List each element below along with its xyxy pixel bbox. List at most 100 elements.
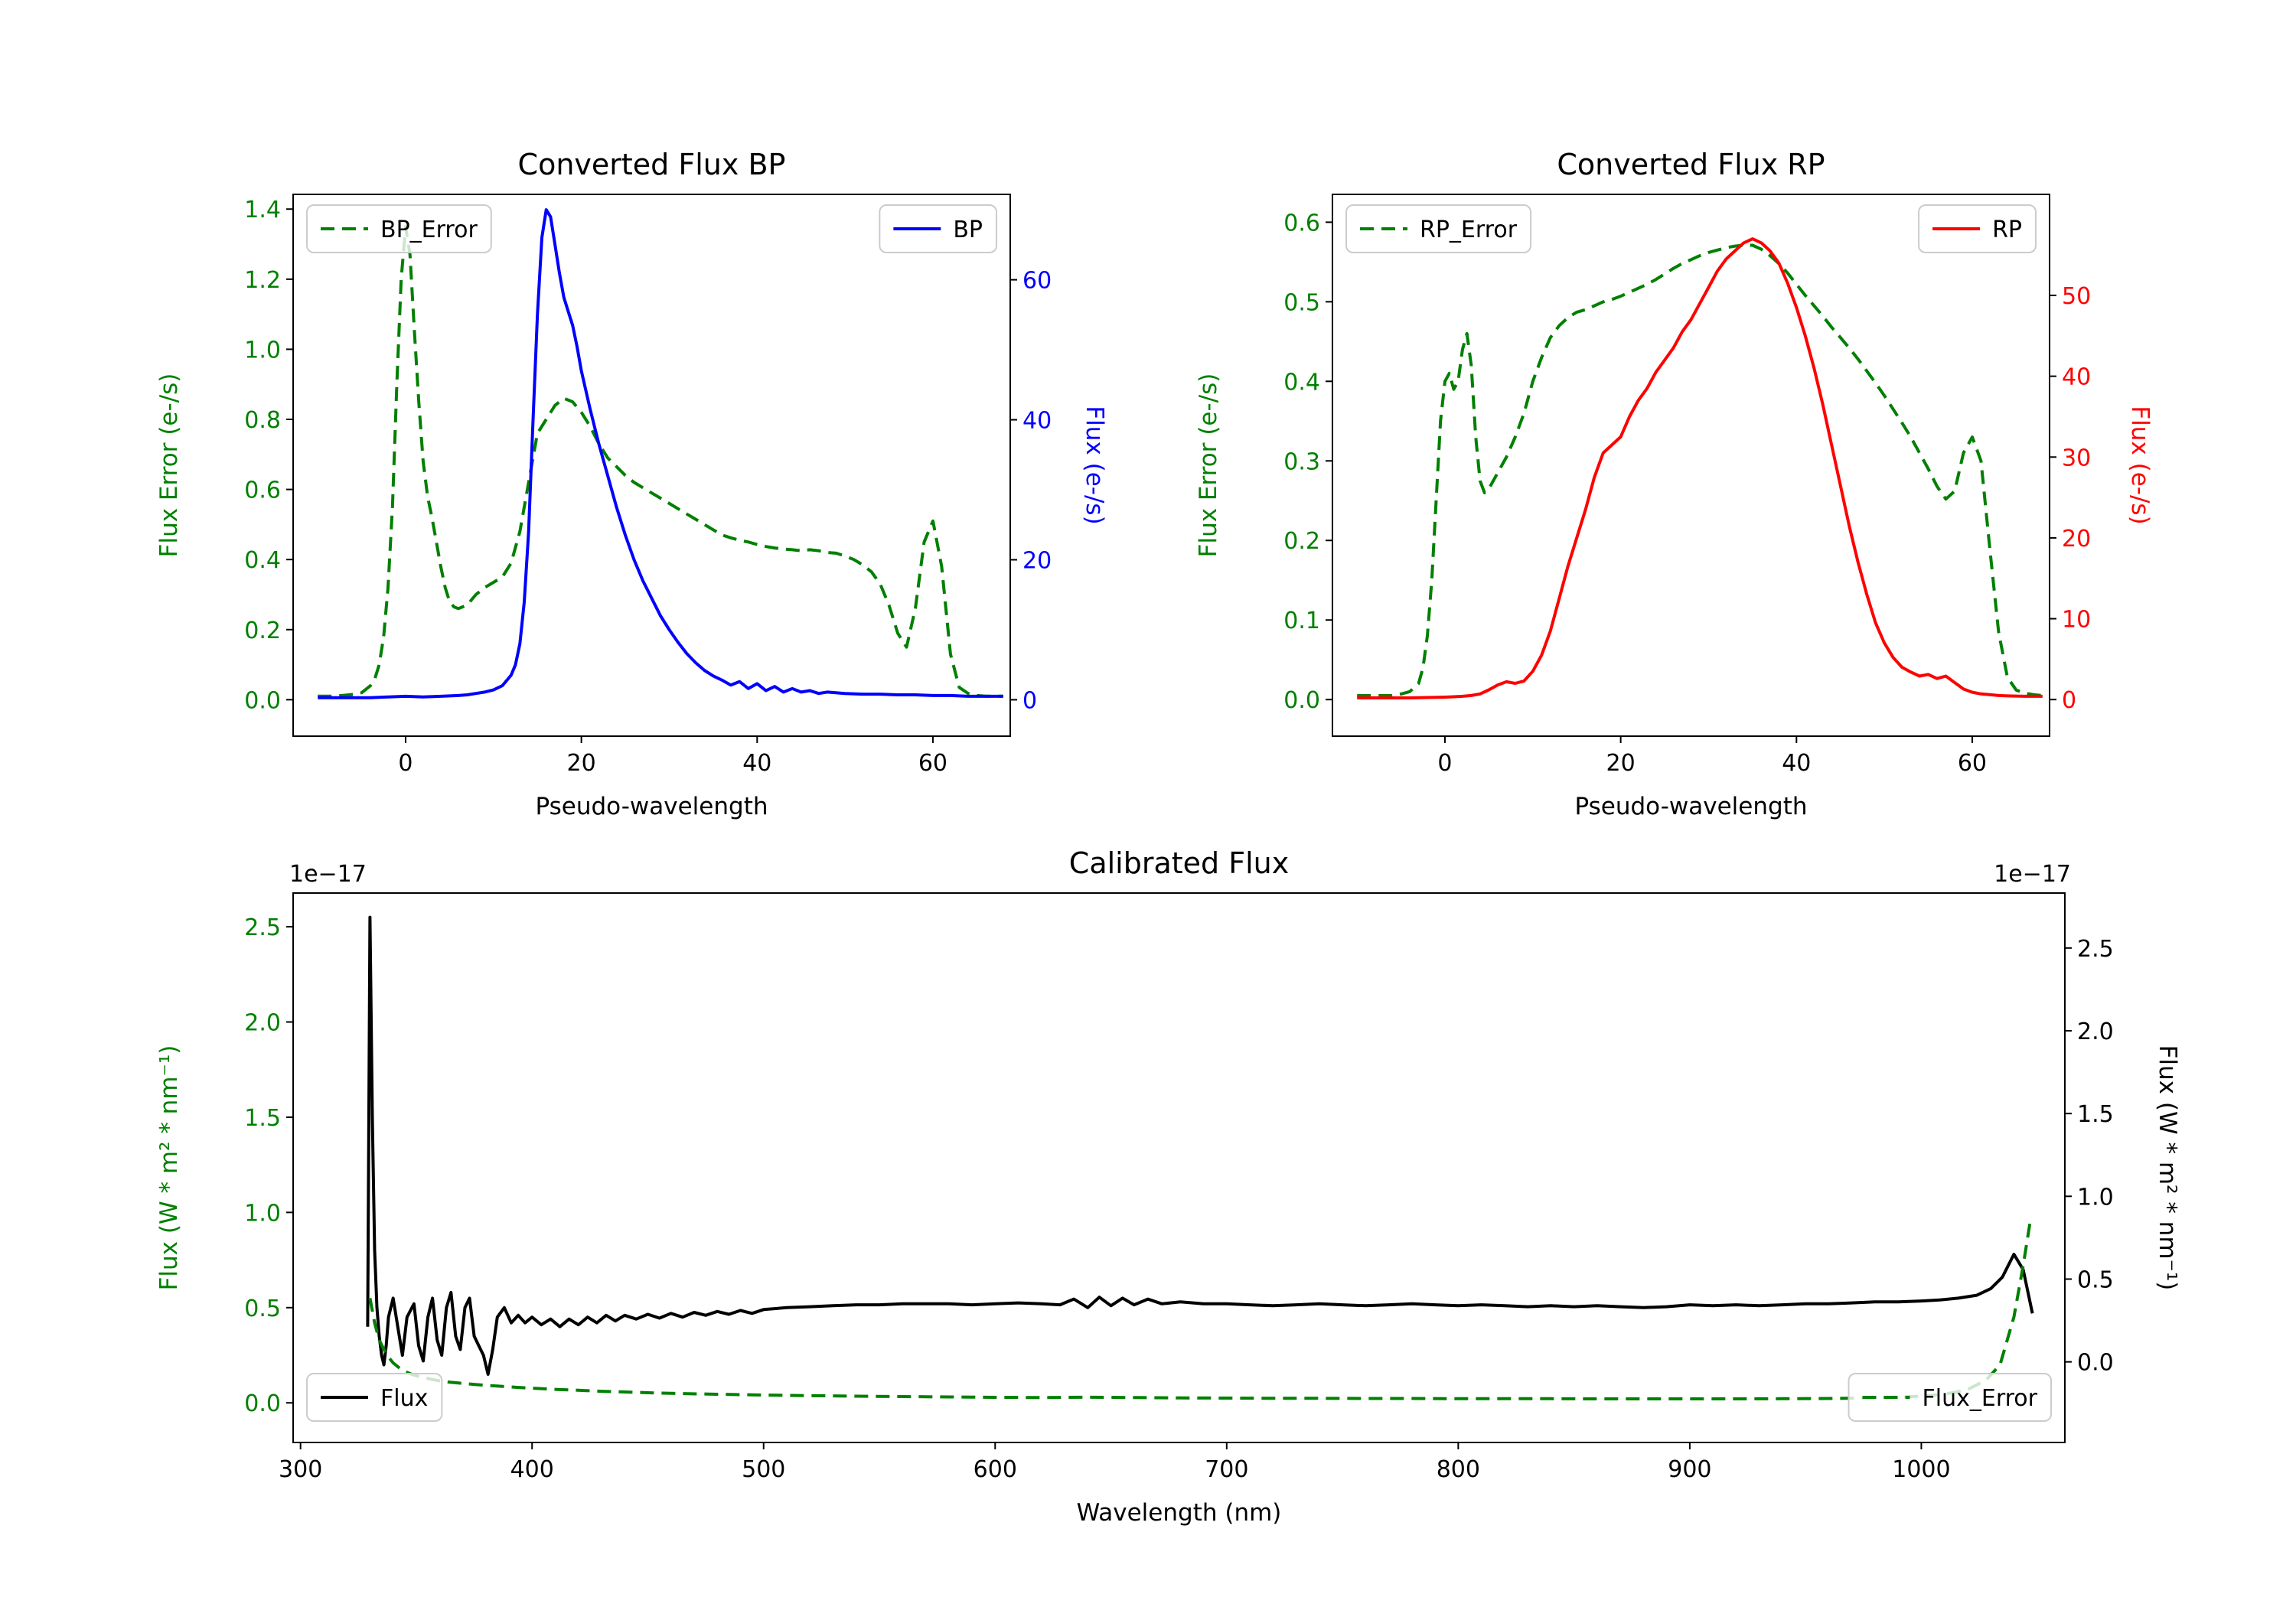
legend-label: RP [1992,217,2022,243]
left-y-axis: 0.0 0.1 0.2 0.3 0.4 0.5 0.6 Flux Error (e-/s) [1195,210,1332,714]
left-y-axis-label: Flux (W * m² * nm⁻¹) [155,1045,183,1291]
left-y-tick-label: 2.5 [244,914,281,941]
x-tick-label: 60 [1958,750,1987,777]
x-tick-label: 800 [1437,1456,1480,1483]
left-y-tick-label: 1.4 [244,197,281,223]
right-y-axis: 0.0 0.5 1.0 1.5 2.0 2.5 Flux (W * m² * nm⁻¹) [2065,936,2181,1377]
axes-frame [292,892,2066,1443]
left-y-tick-label: 0.2 [1283,528,1320,555]
right-y-axis-label: Flux (W * m² * nm⁻¹) [2154,1045,2181,1291]
x-tick-label: 300 [279,1456,322,1483]
x-axis-label: Pseudo-wavelength [535,793,768,820]
left-y-tick-label: 0.0 [244,687,281,714]
right-y-tick-label: 40 [1022,408,1052,435]
right-y-tick-label: 2.0 [2077,1019,2114,1045]
right-y-axis: 0 10 20 30 40 50 Flux (e-/s) [2050,283,2154,714]
right-y-tick-label: 0.0 [2077,1350,2114,1377]
right-y-tick-label: 50 [2062,283,2091,310]
series-bp [318,208,1003,699]
right-y-tick-label: 20 [1022,547,1052,574]
x-tick-label: 40 [742,750,771,777]
legend-label: RP_Error [1420,217,1518,243]
left-y-axis: 0.0 0.5 1.0 1.5 2.0 2.5 Flux (W * m² * nm⁻¹) [155,914,293,1417]
left-y-tick-label: 0.3 [1283,448,1320,475]
axes-frame [292,194,1011,737]
axes-frame [1332,194,2050,737]
chart-title: Calibrated Flux [1069,846,1289,880]
x-tick-label: 900 [1668,1456,1711,1483]
left-y-tick-label: 0.6 [244,478,281,504]
left-y-axis-label: Flux Error (e-/s) [1195,373,1222,558]
x-tick-label: 500 [742,1456,785,1483]
series-rp-error [1357,243,2043,697]
right-y-tick-label: 2.5 [2077,936,2114,963]
right-y-axis: 0 20 40 60 Flux (e-/s) [1010,268,1108,714]
left-y-axis: 0.0 0.2 0.4 0.6 0.8 1.0 1.2 1.4 Flux Error (e-/s… [155,197,293,714]
right-y-tick-label: 60 [1022,268,1052,295]
left-y-tick-label: 0.0 [1283,687,1320,714]
chart-converted-flux-rp: 0 20 40 60Pseudo-wavelength0.00.10.20.30.40… [1195,148,2154,820]
left-y-tick-label: 0.5 [244,1296,281,1322]
plot-area [318,208,1003,699]
right-y-axis-label: Flux (e-/s) [2126,406,2154,524]
left-y-tick-label: 0.8 [244,407,281,434]
legend-label: BP [953,217,983,243]
x-axis: 0 20 40 60 Pseudo-wavelength [1437,736,1987,820]
x-axis-label: Wavelength (nm) [1077,1499,1282,1527]
left-y-tick-label: 0.0 [244,1390,281,1417]
left-y-tick-label: 0.4 [244,547,281,574]
x-tick-label: 20 [1606,750,1636,777]
left-y-tick-label: 0.5 [1283,289,1320,316]
legend-bp-error: BP_Error [306,204,492,253]
left-y-tick-label: 0.4 [1283,369,1320,396]
left-y-tick-label: 1.0 [244,1200,281,1227]
right-y-tick-label: 1.5 [2077,1101,2114,1128]
x-tick-label: 1000 [1892,1456,1950,1483]
x-axis: 300 400 500 600 700 800 900 1000 Wavelength (nm) [279,1442,1951,1527]
left-y-tick-label: 1.0 [244,337,281,363]
x-axis: 0 20 40 60 Pseudo-wavelength [398,736,947,820]
right-y-tick-label: 40 [2062,364,2091,391]
legend-rp-error: RP_Error [1345,204,1532,253]
series-flux [366,915,2034,1376]
legend-label: BP_Error [380,217,478,243]
legend-box [1345,204,1532,253]
x-tick-label: 600 [974,1456,1017,1483]
x-tick-label: 0 [1437,750,1452,777]
left-y-tick-label: 0.2 [244,618,281,644]
x-tick-label: 0 [398,750,413,777]
left-y-tick-label: 2.0 [244,1009,281,1036]
legend-flux-error: Flux_Error [1848,1373,2052,1422]
chart-title: Converted Flux BP [518,148,786,181]
left-y-tick-label: 0.6 [1283,210,1320,236]
right-y-tick-label: 1.0 [2077,1184,2114,1211]
x-tick-label: 60 [918,750,947,777]
legend-box [306,204,492,253]
series-flux-error [368,1221,2032,1400]
chart-converted-flux-bp: 0 20 40 60 Pseudo-wavelength 0.0 0.2 0.4 0.6 0.8 1… [155,148,1108,820]
chart-calibrated-flux: 300 400 500 600 700 800 900 1000 Wavelength (nm)… [155,846,2181,1527]
right-y-axis-label: Flux (e-/s) [1081,406,1108,524]
legend-box [1848,1373,2052,1422]
series-bp-error [318,225,1003,698]
right-y-tick-label: 0.5 [2077,1266,2114,1293]
right-y-tick-label: 20 [2062,526,2091,553]
right-y-tick-label: 0 [2062,687,2076,714]
right-y-tick-label: 0 [1022,687,1037,714]
left-y-tick-label: 1.2 [244,267,281,294]
x-tick-label: 20 [567,750,596,777]
legend-bp: BP [879,204,997,253]
x-axis-label: Pseudo-wavelength [1574,793,1807,820]
right-y-tick-label: 30 [2062,445,2091,471]
right-y-tick-label: 10 [2062,607,2091,634]
plot-area [366,915,2034,1400]
legend-label: Flux [380,1385,428,1412]
x-tick-label: 40 [1782,750,1811,777]
plot-area [1357,237,2043,699]
right-axis-offset-text: 1e−17 [1994,861,2071,888]
legend-flux: Flux [306,1373,443,1422]
series-rp [1357,237,2043,699]
x-tick-label: 400 [510,1456,554,1483]
